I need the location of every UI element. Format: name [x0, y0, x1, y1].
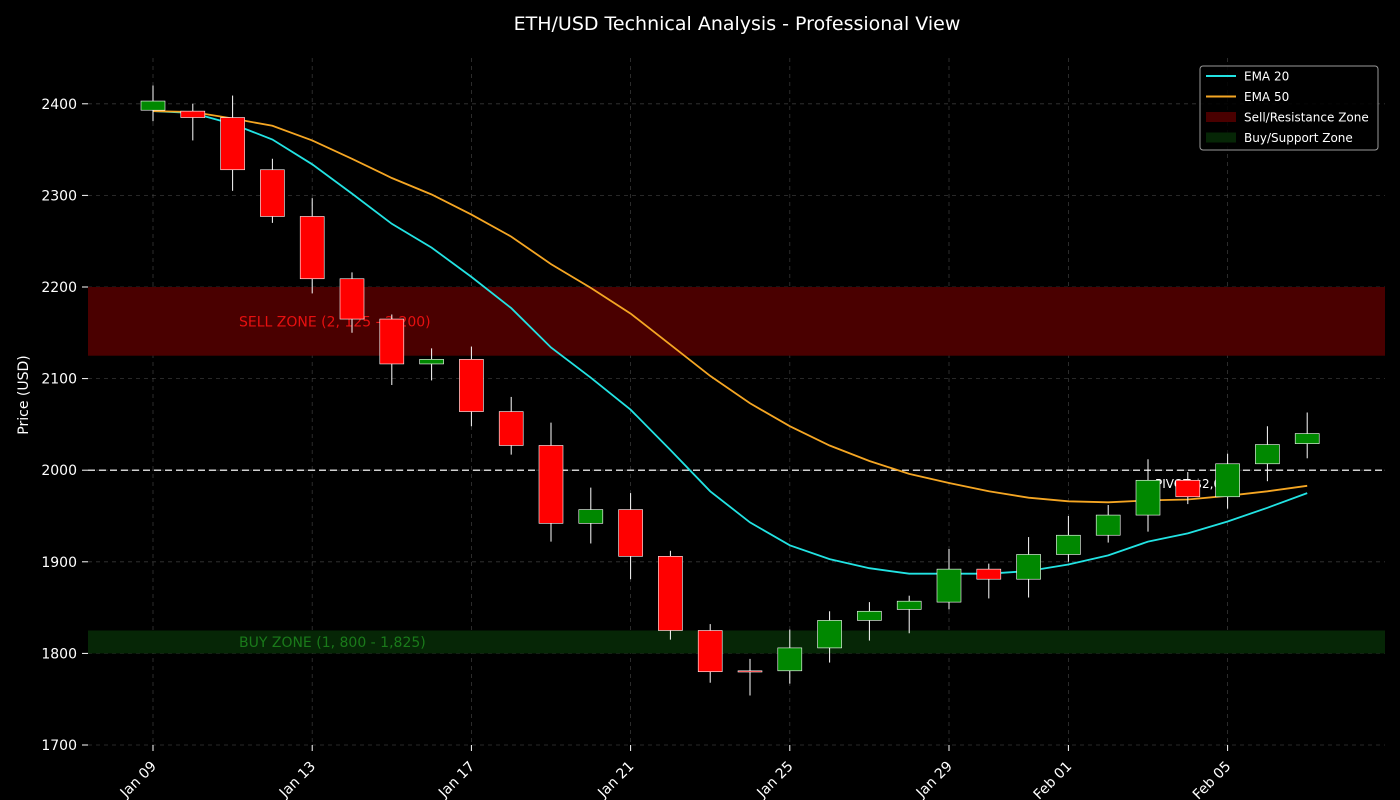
- candle-body: [538, 445, 564, 524]
- y-tick-label: 2100: [41, 372, 77, 388]
- chart-title: ETH/USD Technical Analysis - Professiona…: [514, 13, 961, 35]
- candle-body: [1294, 433, 1320, 444]
- candle-body: [817, 620, 842, 649]
- candle-body: [459, 359, 484, 412]
- price-zones: SELL ZONE (2, 125 - 2,200)BUY ZONE (1, 8…: [88, 287, 1385, 654]
- y-tick-label: 1900: [41, 555, 77, 571]
- ema-lines: [152, 110, 1308, 575]
- sell-zone-band: [88, 287, 1385, 356]
- candle-body: [220, 117, 245, 171]
- candle-body: [618, 509, 643, 557]
- candle-body: [936, 568, 962, 603]
- candle-body: [857, 610, 882, 621]
- candle-body: [1135, 479, 1161, 516]
- legend-label: Buy/Support Zone: [1244, 131, 1353, 145]
- candle-body: [658, 556, 683, 631]
- candle-body: [1255, 444, 1280, 465]
- candle-body: [697, 630, 723, 673]
- y-tick-label: 2000: [41, 463, 77, 479]
- candle-body: [976, 568, 1002, 580]
- candle-body: [379, 318, 405, 365]
- y-tick-label: 2300: [41, 188, 77, 204]
- buy-zone-label: BUY ZONE (1, 800 - 1,825): [239, 635, 426, 651]
- candle-body: [339, 278, 365, 320]
- candlesticks: [140, 85, 1320, 696]
- legend-box: [1199, 65, 1379, 151]
- y-tick-label: 2200: [41, 280, 77, 296]
- candle-body: [578, 509, 604, 524]
- legend: EMA 20 EMA 50 Sell/Resistance Zone Buy/Supp…: [1199, 65, 1379, 151]
- y-axis-label: Price (USD): [16, 355, 32, 434]
- candle-body: [180, 110, 206, 118]
- y-axis-ticks: 1700 1800 1900 2000 2100 2200 2300 2400: [41, 97, 88, 754]
- ema-50-line: [152, 110, 1308, 504]
- legend-patch-swatch: [1206, 132, 1236, 143]
- candle-body: [737, 670, 763, 673]
- legend-label: EMA 50: [1244, 90, 1289, 104]
- candle-body: [1175, 479, 1201, 498]
- candle-body: [1056, 534, 1081, 555]
- candle-body: [1095, 514, 1121, 536]
- y-tick-label: 1800: [41, 646, 77, 662]
- candle-body: [419, 359, 444, 365]
- candle-body: [299, 216, 325, 280]
- legend-label: Sell/Resistance Zone: [1244, 111, 1369, 125]
- legend-label: EMA 20: [1244, 70, 1289, 84]
- candle-body: [498, 411, 524, 446]
- candle-body: [1215, 463, 1240, 498]
- y-tick-label: 2400: [41, 97, 77, 113]
- y-tick-label: 1700: [41, 738, 77, 754]
- candle-body: [140, 100, 166, 111]
- candle-body: [896, 600, 922, 610]
- candle-body: [777, 647, 803, 672]
- legend-patch-swatch: [1206, 112, 1236, 122]
- candle-body: [260, 169, 285, 217]
- buy-zone-band: [88, 630, 1385, 654]
- candle-body: [1016, 554, 1041, 580]
- ema-20-line: [152, 110, 1308, 575]
